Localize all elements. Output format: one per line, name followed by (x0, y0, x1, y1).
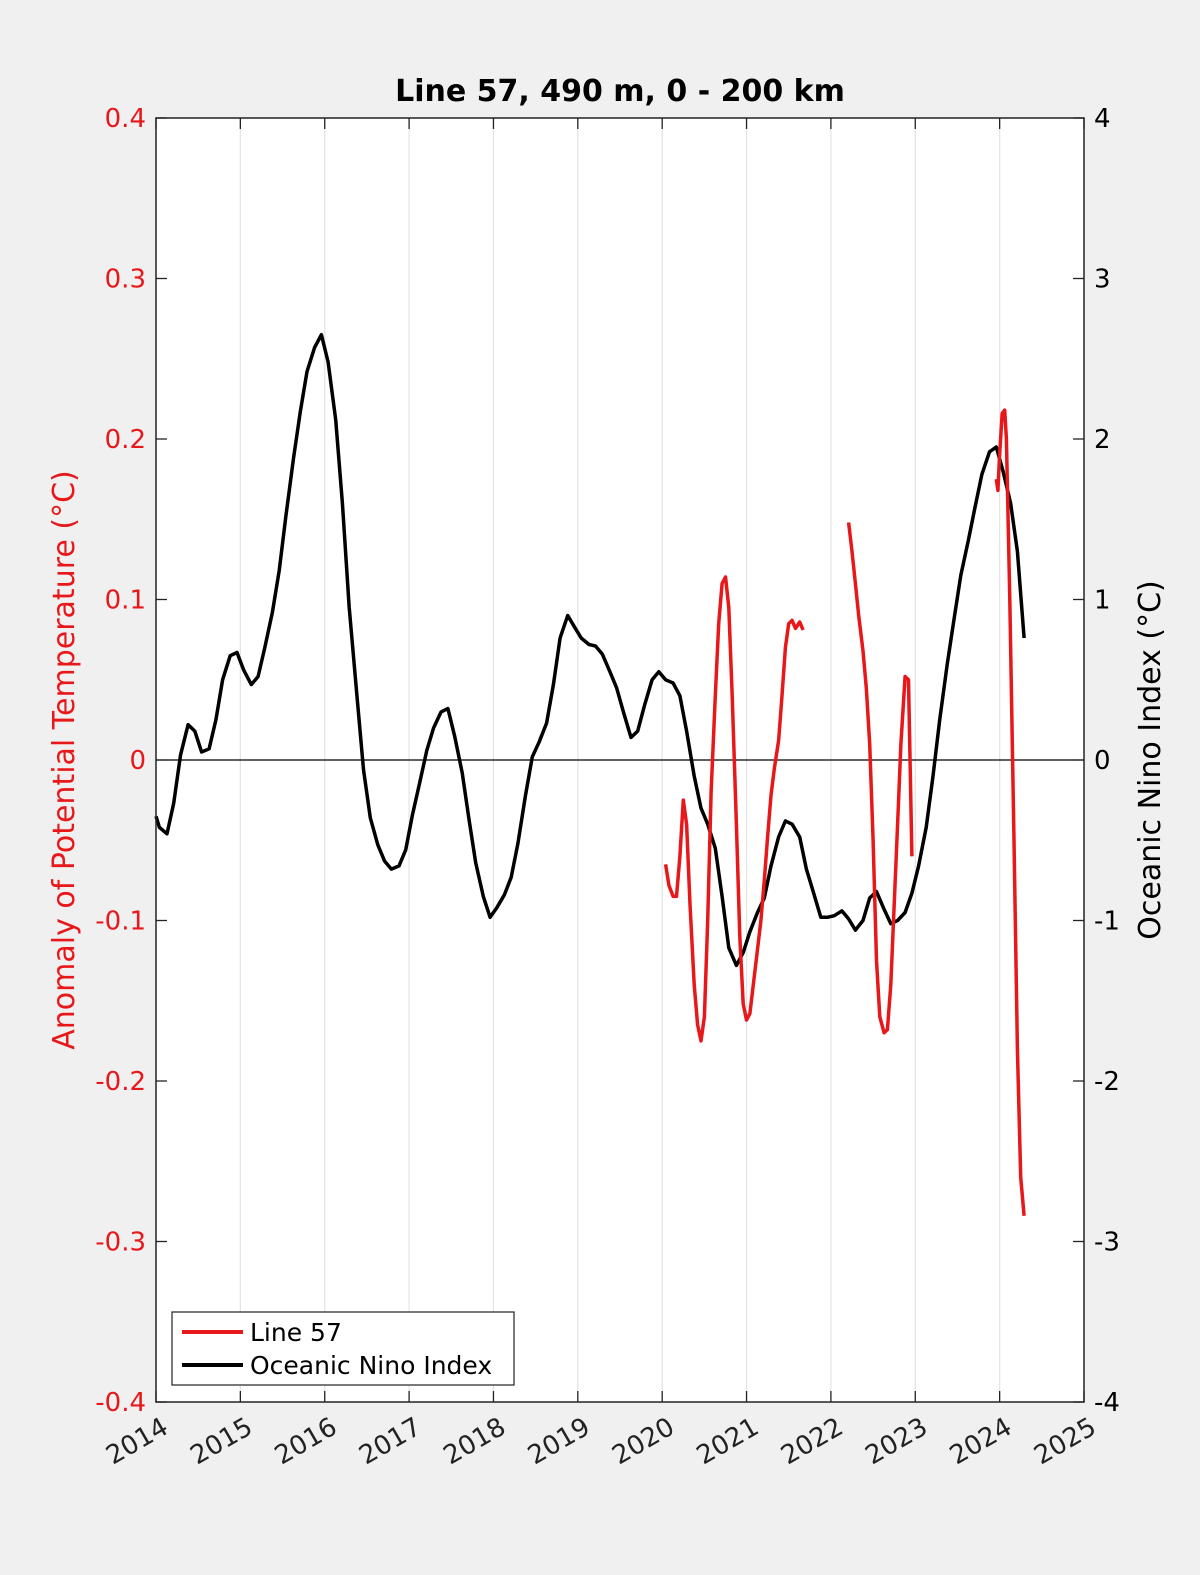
x-tick-label: 2017 (354, 1412, 426, 1471)
legend-box (171, 1311, 515, 1386)
x-tick-label: 2022 (776, 1412, 848, 1471)
legend-label-line57: Line 57 (250, 1318, 342, 1347)
series-lines (154, 332, 1026, 1216)
right-y-tick-label: -4 (1094, 1388, 1120, 1418)
left-y-tick-label: -0.3 (95, 1228, 146, 1258)
right-y-tick-label: 3 (1094, 265, 1111, 295)
right-y-tick-label: 0 (1094, 746, 1111, 776)
right-y-axis: 4 3 2 1 0 -1 -2 -3 -4 (1073, 104, 1120, 1418)
chart-title: Line 57, 490 m, 0 - 200 km (395, 74, 845, 109)
right-y-tick-label: 4 (1094, 104, 1111, 134)
left-y-tick-label: 0.2 (105, 425, 146, 455)
x-tick-label: 2020 (607, 1412, 679, 1471)
x-tick-label: 2024 (945, 1412, 1017, 1471)
left-y-tick-label: 0 (129, 746, 146, 776)
left-y-tick-label: -0.2 (95, 1067, 146, 1097)
right-y-tick-label: 1 (1094, 586, 1111, 616)
x-tick-label: 2021 (692, 1412, 764, 1471)
left-y-tick-label: 0.4 (105, 104, 146, 134)
x-tick-label: 2014 (101, 1412, 173, 1471)
line57-series-segment (663, 575, 805, 1043)
left-axis-title: Anomaly of Potential Temperature (°C) (47, 470, 82, 1049)
right-y-tick-label: -3 (1094, 1228, 1120, 1258)
x-tick-label: 2025 (1029, 1412, 1101, 1471)
oni-series-line (154, 332, 1026, 968)
legend: Line 57 Oceanic Nino Index (171, 1311, 515, 1386)
right-y-tick-label: -1 (1094, 907, 1120, 937)
x-tick-label: 2019 (523, 1412, 595, 1471)
x-tick-label: 2015 (186, 1412, 258, 1471)
left-y-tick-label: -0.1 (95, 907, 146, 937)
legend-label-oni: Oceanic Nino Index (250, 1351, 492, 1380)
left-y-tick-label: 0.3 (105, 265, 146, 295)
x-tick-label: 2016 (270, 1412, 342, 1471)
x-tick-label: 2018 (439, 1412, 511, 1471)
left-y-axis: 0.4 0.3 0.2 0.1 0 -0.1 -0.2 -0.3 -0.4 (95, 104, 167, 1418)
right-y-tick-label: 2 (1094, 425, 1111, 455)
left-y-tick-label: 0.1 (105, 586, 146, 616)
line57-series-segment (846, 522, 914, 1035)
x-tick-label: 2023 (860, 1412, 932, 1471)
right-y-tick-label: -2 (1094, 1067, 1120, 1097)
line57-series-segment (994, 408, 1026, 1216)
right-axis-title: Oceanic Nino Index (°C) (1133, 580, 1168, 940)
left-y-tick-label: -0.4 (95, 1388, 146, 1418)
